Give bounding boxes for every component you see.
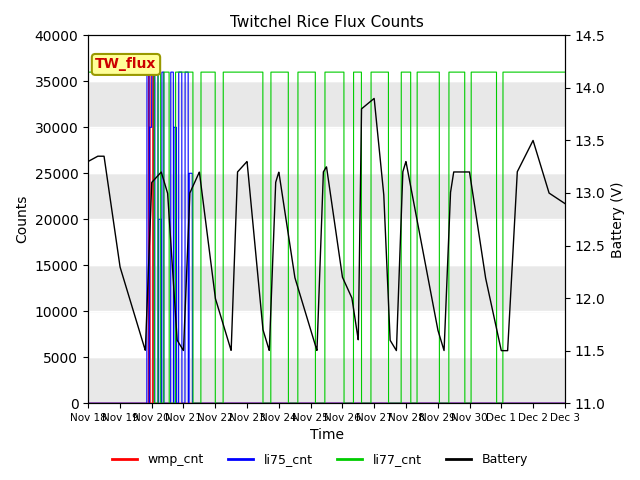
Bar [88,265,565,311]
Bar [88,127,565,173]
Bar [88,81,565,127]
Y-axis label: Battery (V): Battery (V) [611,181,625,257]
Bar [88,357,565,403]
Y-axis label: Counts: Counts [15,195,29,243]
Legend: wmp_cnt, li75_cnt, li77_cnt, Battery: wmp_cnt, li75_cnt, li77_cnt, Battery [107,448,533,471]
Bar [88,311,565,357]
Bar [88,36,565,81]
Bar [88,173,565,219]
Text: TW_flux: TW_flux [95,58,157,72]
Bar [88,219,565,265]
X-axis label: Time: Time [310,429,344,443]
Title: Twitchel Rice Flux Counts: Twitchel Rice Flux Counts [230,15,424,30]
